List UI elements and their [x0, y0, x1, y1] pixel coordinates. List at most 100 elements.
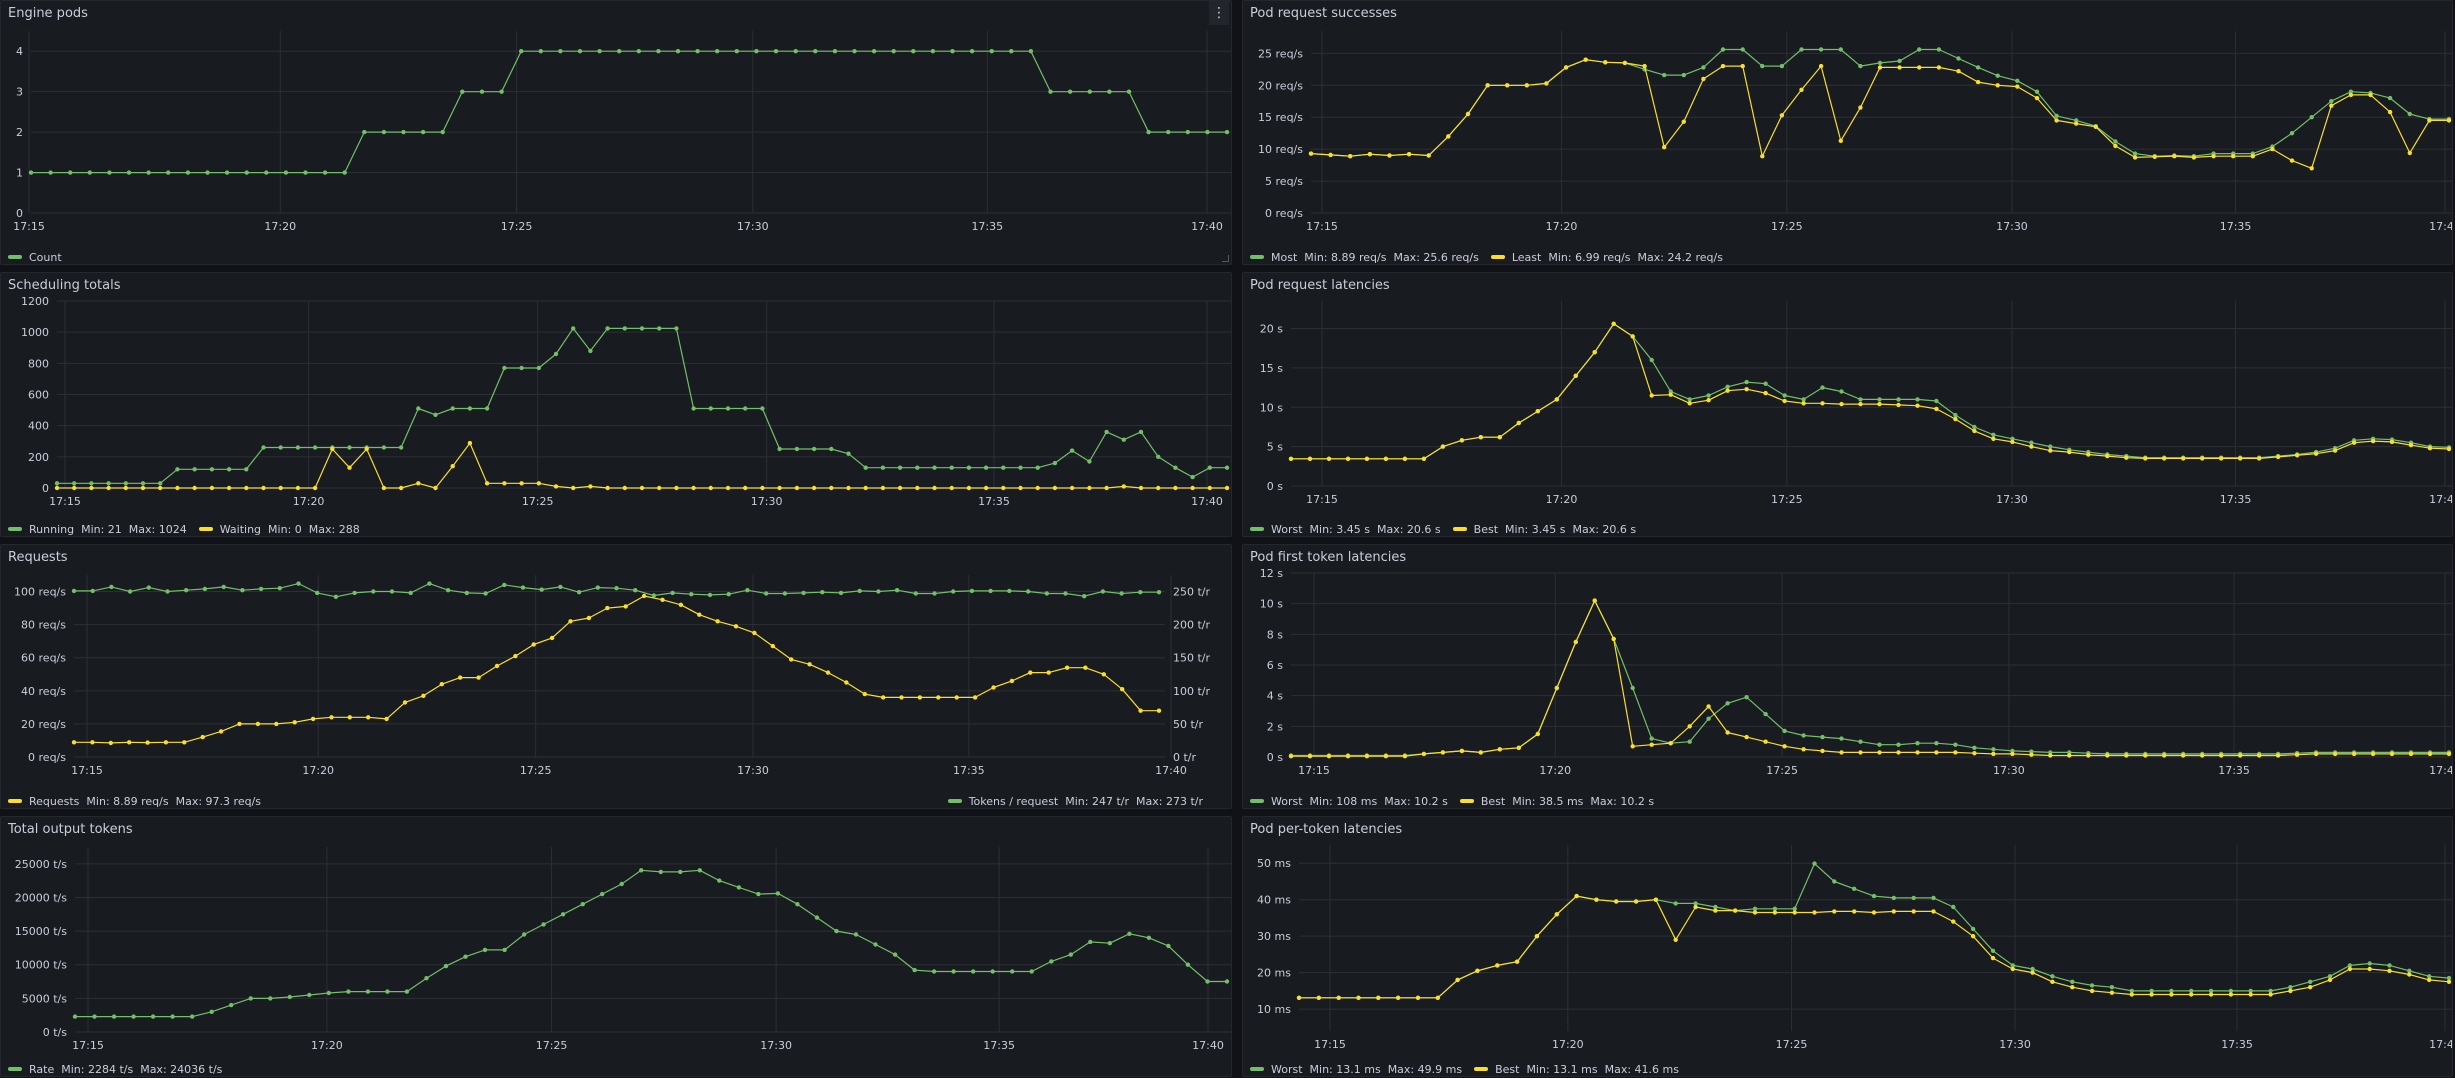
- data-point[interactable]: [2367, 961, 2372, 966]
- data-point[interactable]: [2389, 751, 2395, 757]
- data-point[interactable]: [715, 619, 720, 624]
- data-point[interactable]: [1497, 747, 1502, 752]
- engine-pods-chart[interactable]: 0 1 2 3 4 17:15 17:20 17:25 17:30 17:35 17:40: [1, 1, 1231, 266]
- data-point[interactable]: [1007, 588, 1012, 594]
- data-point[interactable]: [2030, 966, 2035, 972]
- data-point[interactable]: [1972, 751, 1977, 756]
- data-point[interactable]: [2132, 151, 2138, 156]
- data-point[interactable]: [1185, 962, 1191, 967]
- scheduling-totals-chart[interactable]: 0 200 400 600 800 1000 1200 17:15 17:20 17:25 17:3…: [1, 273, 1231, 538]
- data-point[interactable]: [1534, 934, 1540, 939]
- data-point[interactable]: [777, 485, 782, 491]
- data-point[interactable]: [2070, 979, 2075, 984]
- data-point[interactable]: [1820, 734, 1825, 740]
- data-point[interactable]: [2289, 131, 2295, 136]
- data-point[interactable]: [326, 990, 331, 996]
- data-point[interactable]: [1064, 665, 1070, 670]
- data-point[interactable]: [292, 720, 297, 725]
- data-point[interactable]: [1934, 398, 1939, 404]
- data-point[interactable]: [1891, 895, 1896, 901]
- data-point[interactable]: [588, 348, 593, 354]
- data-point[interactable]: [1356, 995, 1361, 1000]
- data-point[interactable]: [1336, 995, 1341, 1000]
- data-point[interactable]: [2408, 751, 2414, 757]
- data-point[interactable]: [580, 902, 585, 907]
- data-point[interactable]: [1173, 485, 1178, 491]
- data-point[interactable]: [158, 481, 163, 486]
- data-point[interactable]: [576, 590, 582, 595]
- data-point[interactable]: [108, 740, 114, 746]
- data-point[interactable]: [873, 942, 878, 947]
- data-point[interactable]: [1936, 65, 1942, 70]
- data-point[interactable]: [1044, 591, 1050, 596]
- data-point[interactable]: [364, 446, 369, 452]
- data-point[interactable]: [949, 465, 954, 470]
- data-point[interactable]: [381, 445, 387, 450]
- data-point[interactable]: [2074, 118, 2079, 123]
- data-point[interactable]: [1173, 465, 1178, 470]
- data-point[interactable]: [1307, 456, 1313, 461]
- data-point[interactable]: [1649, 393, 1654, 398]
- data-point[interactable]: [743, 485, 748, 491]
- data-point[interactable]: [2228, 992, 2234, 997]
- data-point[interactable]: [1858, 63, 1863, 69]
- data-point[interactable]: [2268, 992, 2273, 997]
- data-point[interactable]: [2105, 453, 2110, 459]
- data-point[interactable]: [2309, 166, 2314, 171]
- data-point[interactable]: [420, 129, 426, 135]
- data-point[interactable]: [1951, 904, 1956, 910]
- data-point[interactable]: [106, 485, 111, 491]
- data-point[interactable]: [1067, 89, 1073, 94]
- data-point[interactable]: [708, 485, 713, 491]
- data-point[interactable]: [502, 582, 507, 588]
- data-point[interactable]: [484, 406, 490, 411]
- data-point[interactable]: [1156, 590, 1162, 595]
- data-point[interactable]: [2048, 444, 2053, 449]
- data-point[interactable]: [2446, 979, 2452, 984]
- data-point[interactable]: [1101, 672, 1107, 677]
- data-point[interactable]: [658, 869, 663, 875]
- data-point[interactable]: [726, 592, 731, 597]
- data-point[interactable]: [184, 588, 189, 593]
- data-point[interactable]: [1440, 750, 1446, 755]
- data-point[interactable]: [2308, 979, 2313, 984]
- data-point[interactable]: [846, 451, 851, 456]
- data-point[interactable]: [1364, 754, 1370, 759]
- data-point[interactable]: [1752, 910, 1758, 915]
- data-point[interactable]: [1858, 397, 1863, 402]
- data-point[interactable]: [1740, 47, 1745, 52]
- data-point[interactable]: [1288, 754, 1294, 759]
- data-point[interactable]: [1820, 401, 1825, 406]
- data-point[interactable]: [2387, 95, 2393, 101]
- data-point[interactable]: [2010, 439, 2015, 445]
- data-point[interactable]: [639, 868, 644, 873]
- data-point[interactable]: [553, 484, 559, 489]
- data-point[interactable]: [1877, 401, 1882, 407]
- data-point[interactable]: [949, 485, 954, 491]
- data-point[interactable]: [2348, 89, 2354, 94]
- data-point[interactable]: [691, 406, 696, 411]
- data-point[interactable]: [2332, 448, 2338, 453]
- data-point[interactable]: [605, 605, 610, 611]
- data-point[interactable]: [2427, 977, 2432, 983]
- data-point[interactable]: [433, 412, 438, 417]
- data-point[interactable]: [2113, 143, 2118, 149]
- data-point[interactable]: [140, 485, 146, 491]
- data-point[interactable]: [240, 588, 245, 593]
- data-point[interactable]: [1911, 909, 1916, 914]
- data-point[interactable]: [190, 1014, 195, 1019]
- data-point[interactable]: [1224, 979, 1230, 984]
- series-line-best[interactable]: [1291, 323, 2450, 460]
- data-point[interactable]: [983, 465, 989, 470]
- data-point[interactable]: [678, 869, 683, 875]
- data-point[interactable]: [1514, 959, 1520, 964]
- data-point[interactable]: [1852, 909, 1857, 914]
- data-point[interactable]: [2275, 753, 2281, 758]
- data-point[interactable]: [1100, 589, 1106, 594]
- data-point[interactable]: [1858, 739, 1863, 744]
- data-point[interactable]: [1205, 129, 1210, 135]
- data-point[interactable]: [1592, 598, 1597, 603]
- data-point[interactable]: [983, 485, 989, 491]
- series-line-requests[interactable]: [74, 595, 1159, 744]
- data-point[interactable]: [1673, 937, 1678, 942]
